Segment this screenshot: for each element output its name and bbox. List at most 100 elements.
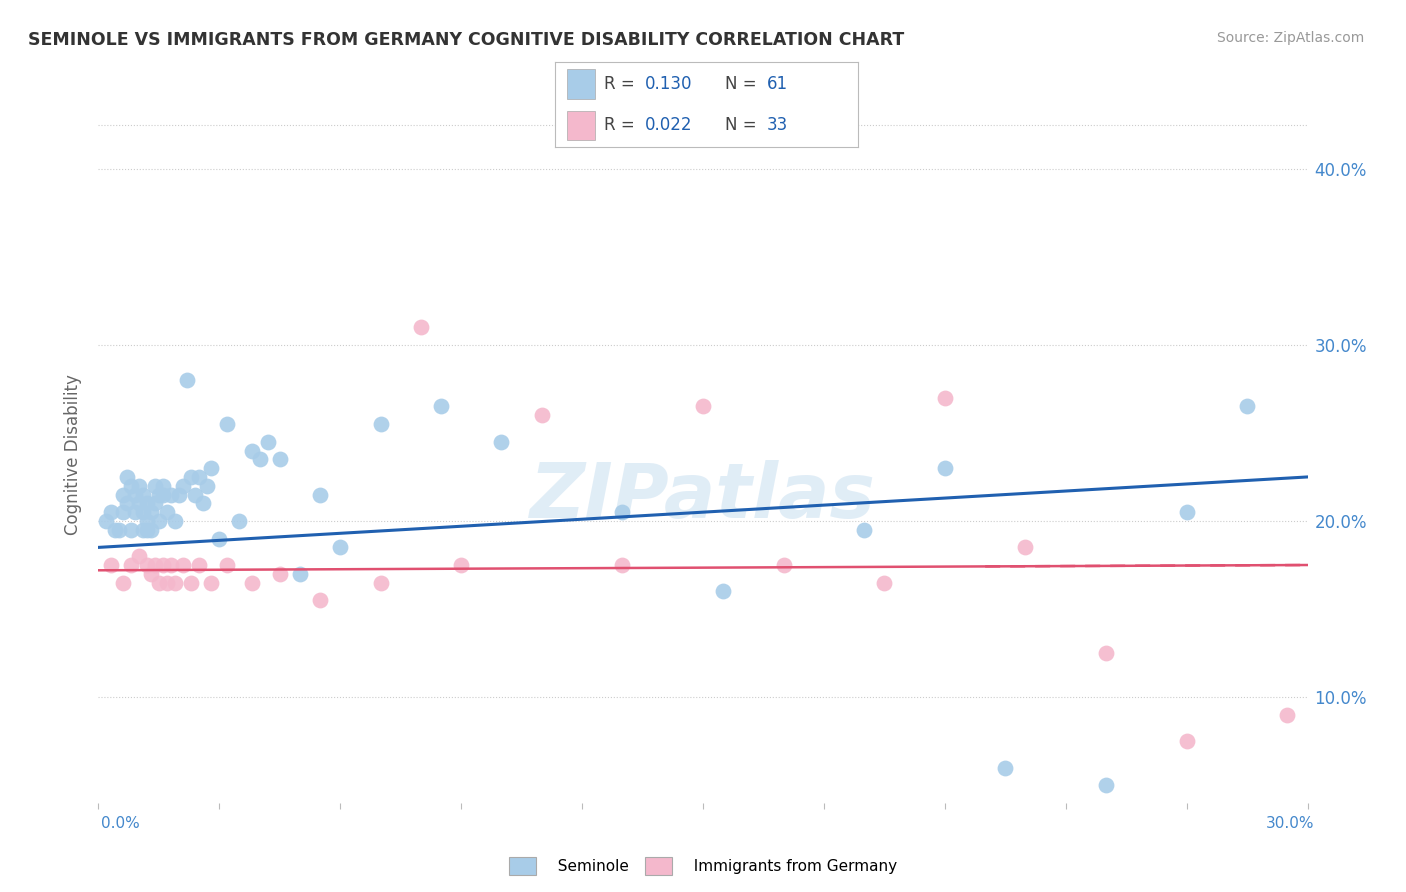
Point [160, 558, 183, 572]
Point [612, 558, 634, 572]
Point [491, 434, 513, 449]
Text: 30.0%: 30.0% [1267, 816, 1315, 831]
Point [1236, 400, 1258, 414]
Legend:   Seminole,   Immigrants from Germany: Seminole, Immigrants from Germany [509, 856, 897, 875]
Point [711, 584, 734, 599]
Point [111, 487, 134, 501]
Text: 0.130: 0.130 [644, 76, 692, 94]
Point [240, 575, 263, 590]
Point [152, 487, 174, 501]
Text: 0.022: 0.022 [644, 116, 692, 134]
Point [128, 549, 150, 564]
Point [309, 487, 332, 501]
Point [370, 575, 392, 590]
Point [772, 558, 794, 572]
Text: R =: R = [603, 116, 640, 134]
Point [329, 541, 352, 555]
Text: N =: N = [724, 116, 762, 134]
Point [132, 523, 155, 537]
Point [1175, 734, 1198, 748]
Point [180, 575, 202, 590]
Point [143, 496, 166, 510]
Point [249, 452, 271, 467]
Point [135, 496, 157, 510]
Point [128, 479, 150, 493]
Point [208, 532, 231, 546]
Point [309, 593, 332, 607]
Point [167, 487, 190, 501]
Point [152, 479, 174, 493]
Point [994, 761, 1017, 775]
Point [269, 452, 291, 467]
Point [163, 514, 186, 528]
Point [873, 575, 896, 590]
Text: SEMINOLE VS IMMIGRANTS FROM GERMANY COGNITIVE DISABILITY CORRELATION CHART: SEMINOLE VS IMMIGRANTS FROM GERMANY COGN… [28, 31, 904, 49]
Point [450, 558, 472, 572]
Point [172, 558, 194, 572]
Text: 0.0%: 0.0% [101, 816, 141, 831]
Point [135, 514, 157, 528]
Point [100, 558, 122, 572]
Point [120, 558, 142, 572]
Text: 61: 61 [768, 76, 789, 94]
Point [156, 505, 179, 519]
Point [228, 514, 250, 528]
FancyBboxPatch shape [568, 70, 595, 99]
Point [692, 400, 714, 414]
Point [853, 523, 876, 537]
Y-axis label: Cognitive Disability: Cognitive Disability [65, 375, 83, 535]
FancyBboxPatch shape [568, 111, 595, 140]
Point [148, 575, 170, 590]
Point [124, 505, 146, 519]
Point [1175, 505, 1198, 519]
Point [132, 487, 155, 501]
Point [1095, 778, 1118, 792]
Point [143, 558, 166, 572]
Point [148, 487, 170, 501]
Point [180, 470, 202, 484]
Point [135, 523, 157, 537]
Point [163, 575, 186, 590]
Point [120, 523, 142, 537]
Point [135, 558, 157, 572]
Point [120, 479, 142, 493]
Point [132, 505, 155, 519]
Point [139, 523, 162, 537]
Point [160, 487, 183, 501]
Point [1277, 707, 1299, 722]
Point [1095, 646, 1118, 660]
Point [103, 523, 125, 537]
Point [217, 558, 239, 572]
Point [409, 320, 432, 334]
Point [193, 496, 215, 510]
Point [1014, 541, 1036, 555]
Point [111, 575, 134, 590]
Point [200, 575, 222, 590]
Text: Source: ZipAtlas.com: Source: ZipAtlas.com [1216, 31, 1364, 45]
Point [188, 470, 211, 484]
Point [256, 434, 278, 449]
Point [100, 505, 122, 519]
Point [240, 443, 263, 458]
Point [111, 505, 134, 519]
Point [612, 505, 634, 519]
Point [200, 461, 222, 475]
Point [195, 479, 218, 493]
Point [128, 496, 150, 510]
Point [148, 514, 170, 528]
Point [370, 417, 392, 431]
Point [139, 566, 162, 581]
Text: ZIPatlas: ZIPatlas [530, 459, 876, 533]
Point [934, 391, 956, 405]
Point [139, 505, 162, 519]
Point [96, 514, 118, 528]
Point [934, 461, 956, 475]
Point [188, 558, 211, 572]
Point [430, 400, 453, 414]
Point [530, 409, 553, 423]
Point [172, 479, 194, 493]
Point [184, 487, 207, 501]
Text: 33: 33 [768, 116, 789, 134]
Point [176, 373, 198, 387]
Point [217, 417, 239, 431]
